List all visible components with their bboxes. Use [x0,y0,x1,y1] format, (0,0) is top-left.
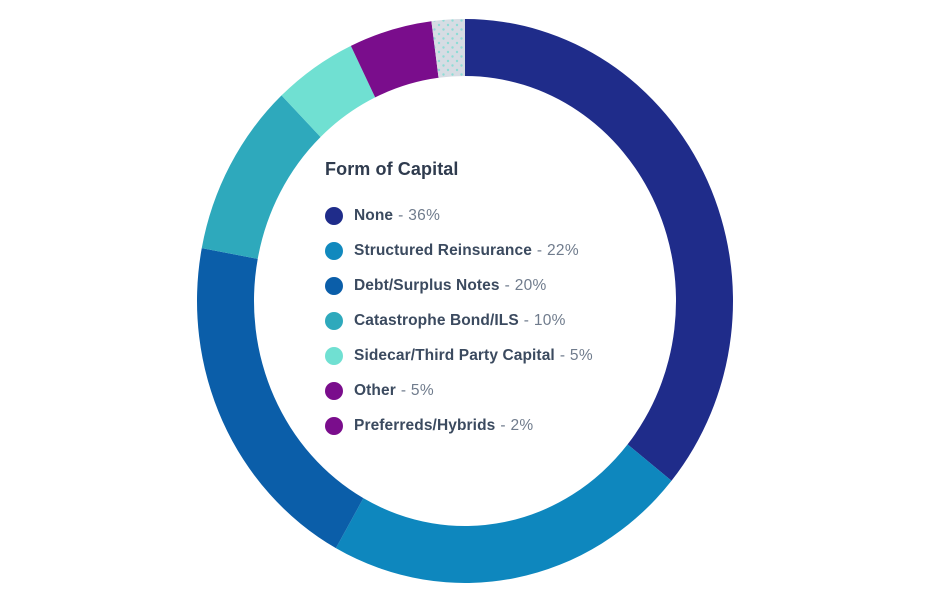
legend-item-catastrophe-bond-ils: Catastrophe Bond/ILS - 10% [325,311,625,331]
legend-label: Structured Reinsurance [354,242,532,259]
legend-label: Sidecar/Third Party Capital [354,347,555,364]
legend-items: None - 36% Structured Reinsurance - 22% Debt… [325,206,625,436]
legend-label: Other [354,382,396,399]
legend-percent: - 5% [559,347,593,364]
legend-item-structured-reinsurance: Structured Reinsurance - 22% [325,241,625,261]
legend-item-none: None - 36% [325,206,625,226]
donut-segment-catastrophe-bond-ils[interactable] [201,95,321,259]
donut-segments [197,18,733,584]
legend-percent: - 20% [504,277,547,294]
donut-segment-sidecar-third-party-capital[interactable] [281,45,376,137]
legend-label: Preferreds/Hybrids [354,417,496,434]
legend-percent: - 22% [536,242,579,259]
chart-legend: Form of Capital None - 36% Structured Rein… [325,159,625,451]
legend-swatch-structured-reinsurance [325,242,343,260]
legend-item-preferreds-hybrids: Preferreds/Hybrids - 2% [325,416,625,436]
donut-segment-structured-reinsurance[interactable] [335,444,672,584]
legend-label: None [354,207,394,224]
chart-title: Form of Capital [325,159,459,179]
legend-swatch-sidecar-third-party-capital [325,347,343,365]
legend-label: Catastrophe Bond/ILS [354,312,519,329]
legend-percent: - 10% [523,312,566,329]
legend-swatch-preferreds-hybrids [325,417,343,435]
legend-swatch-catastrophe-bond-ils [325,312,343,330]
donut-segment-none[interactable] [465,19,733,481]
legend-item-debt-surplus-notes: Debt/Surplus Notes - 20% [325,276,625,296]
legend-percent: - 2% [500,417,534,434]
legend-swatch-debt-surplus-notes [325,277,343,295]
donut-segment-preferreds-hybrids[interactable] [431,18,465,78]
legend-label: Debt/Surplus Notes [354,277,500,294]
legend-item-other: Other - 5% [325,381,625,401]
legend-item-sidecar-third-party-capital: Sidecar/Third Party Capital - 5% [325,346,625,366]
legend-percent: - 36% [398,207,441,224]
donut-segment-debt-surplus-notes[interactable] [197,248,364,549]
donut-segment-other[interactable] [350,21,439,98]
legend-percent: - 5% [400,382,434,399]
legend-swatch-other [325,382,343,400]
legend-swatch-none [325,207,343,225]
